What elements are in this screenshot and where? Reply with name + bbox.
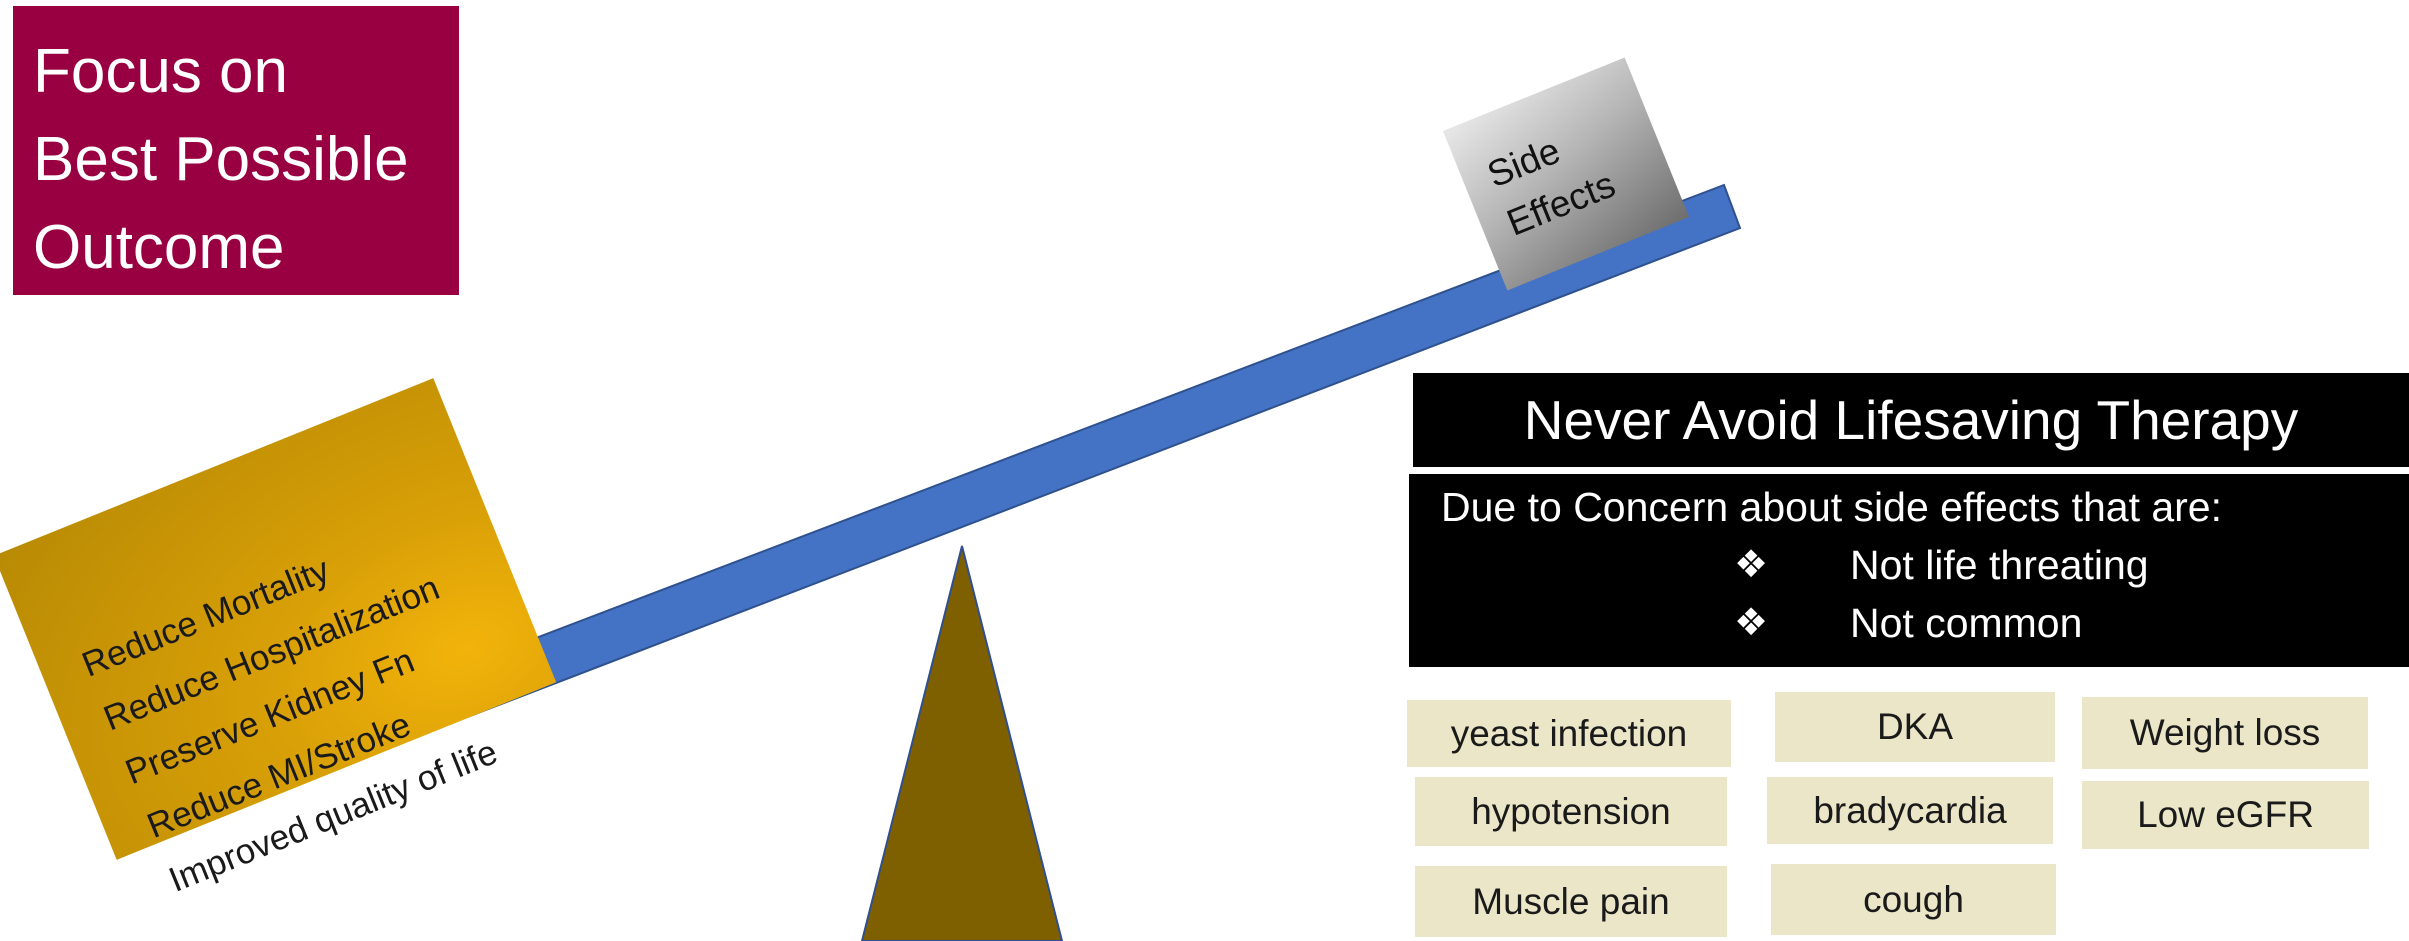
bullet-text: Not common (1850, 600, 2083, 646)
diamond-bullet-icon: ❖ (1734, 544, 1769, 586)
tag-cough: cough (1771, 864, 2056, 935)
tag-low-egfr: Low eGFR (2082, 781, 2369, 849)
tag-muscle-pain: Muscle pain (1415, 866, 1727, 937)
tag-hypotension: hypotension (1415, 777, 1727, 846)
tag-yeast-infection: yeast infection (1407, 700, 1731, 767)
tag-bradycardia: bradycardia (1767, 777, 2053, 844)
title-box: Focus on Best Possible Outcome (13, 6, 459, 295)
bullet-text: Not life threating (1850, 542, 2149, 588)
tag-weight-loss: Weight loss (2082, 697, 2368, 769)
fulcrum-triangle (860, 545, 1064, 941)
panel-header: Never Avoid Lifesaving Therapy (1413, 373, 2409, 467)
concern-box: Due to Concern about side effects that a… (1409, 474, 2409, 667)
title-line: Focus on (33, 37, 289, 106)
diamond-bullet-icon: ❖ (1734, 602, 1769, 644)
concern-text: Due to Concern about side effects that a… (1441, 484, 2223, 530)
title-line: Outcome (33, 213, 285, 282)
title-line: Best Possible (33, 125, 409, 194)
tag-dka: DKA (1775, 692, 2055, 762)
